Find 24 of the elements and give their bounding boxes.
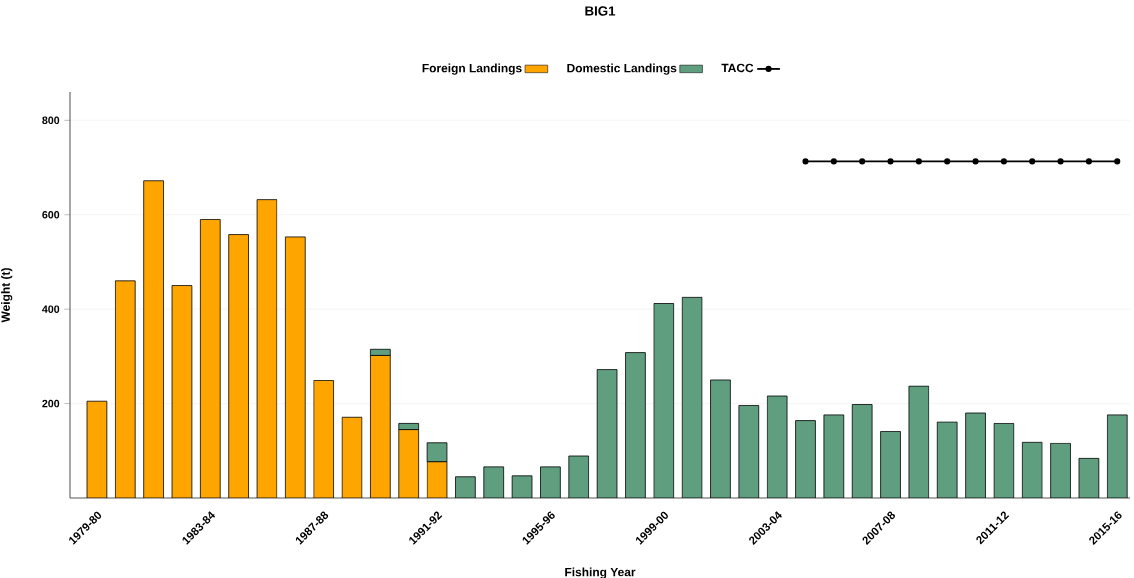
bar [1021,441,1043,498]
y-tick-label: 400 [42,305,60,313]
y-tick-label: 600 [42,210,60,219]
y-tick-label: 200 [42,399,60,408]
bar [313,380,334,498]
y-axis-title: Weight (t) [1,268,13,323]
bar [228,234,249,498]
bar [568,455,590,498]
bar [653,303,675,498]
legend-label: Domestic Landings [567,63,677,75]
bar [908,385,930,498]
bar [114,280,136,498]
bar [880,431,901,498]
bar [341,416,363,498]
bar [143,180,164,498]
x-axis-title: Fishing Year [565,567,636,578]
chart-title: BIG1 [585,6,616,16]
bar [993,423,1015,498]
bar [455,476,476,498]
legend-label: Foreign Landings [422,63,522,75]
y-tick-label: 800 [42,116,60,125]
legend-label: TACC [721,63,754,73]
bar [795,420,816,498]
bar [256,199,278,498]
